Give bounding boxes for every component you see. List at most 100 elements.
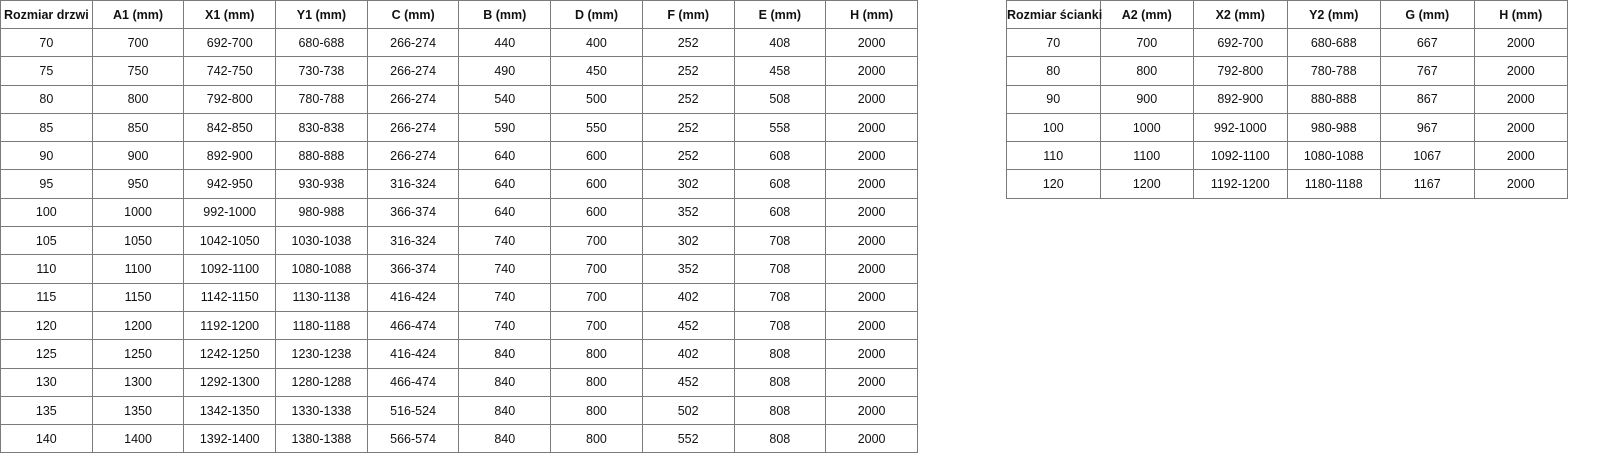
table-cell: 1330-1338: [275, 395, 368, 426]
table-cell: 302: [641, 226, 735, 256]
table-cell: 115: [0, 282, 93, 312]
table-cell: 640: [458, 169, 552, 199]
table-cell: 1192-1200: [1193, 169, 1288, 199]
table-cell: 252: [641, 112, 735, 143]
table-cell: 500: [550, 84, 643, 114]
table-cell: 366-374: [366, 254, 460, 284]
table-cell: 252: [641, 27, 735, 58]
table-row: 100 1000 992-1000 980-988 366-374 640 600 352 60…: [0, 197, 918, 228]
table-cell: 808: [733, 424, 827, 454]
table-cell: 680-688: [275, 27, 368, 58]
table-cell: 458: [733, 56, 827, 86]
table-cell: 740: [458, 254, 552, 284]
table-cell: 416-424: [366, 282, 460, 312]
table-cell: 1242-1250: [183, 339, 277, 369]
table-cell: 900: [1099, 84, 1194, 114]
table-cell: 110: [0, 254, 93, 284]
table-cell: 125: [0, 339, 93, 369]
table-cell: 80: [1006, 56, 1101, 86]
table-row: 90 900 892-900 880-888 266-274 640 600 252 608 20…: [0, 141, 918, 171]
table-cell: 1067: [1380, 141, 1475, 171]
table-cell: 1300: [91, 367, 185, 397]
table-cell: 2000: [825, 197, 918, 228]
table-cell: 880-888: [1286, 84, 1381, 114]
column-header: C (mm): [366, 0, 460, 29]
table-cell: 130: [0, 367, 93, 397]
table-cell: 600: [550, 141, 643, 171]
table-cell: 2000: [825, 56, 918, 86]
table-cell: 316-324: [366, 226, 460, 256]
table-cell: 808: [733, 395, 827, 426]
table-cell: 70: [0, 27, 93, 58]
column-header: Y1 (mm): [275, 0, 368, 29]
table-cell: 466-474: [366, 367, 460, 397]
table-cell: 352: [641, 197, 735, 228]
table-cell: 552: [641, 424, 735, 454]
table-cell: 700: [550, 282, 643, 312]
table-cell: 692-700: [183, 27, 277, 58]
table-row: 125 1250 1242-1250 1230-1238 416-424 840 800 40…: [0, 339, 918, 369]
table-cell: 1380-1388: [275, 424, 368, 454]
table-row: 70 700 692-700 680-688 667 2000: [1006, 27, 1568, 58]
table-cell: 440: [458, 27, 552, 58]
column-header: F (mm): [641, 0, 735, 29]
table-cell: 967: [1380, 112, 1475, 143]
table-cell: 352: [641, 254, 735, 284]
table-cell: 1000: [91, 197, 185, 228]
table-cell: 1042-1050: [183, 226, 277, 256]
table-cell: 558: [733, 112, 827, 143]
table-cell: 708: [733, 310, 827, 341]
table-cell: 640: [458, 197, 552, 228]
table-cell: 750: [91, 56, 185, 86]
table-cell: 830-838: [275, 112, 368, 143]
table-cell: 70: [1006, 27, 1101, 58]
table-cell: 808: [733, 339, 827, 369]
table-cell: 800: [550, 367, 643, 397]
column-header: X1 (mm): [183, 0, 277, 29]
table-cell: 110: [1006, 141, 1101, 171]
table-cell: 792-800: [1193, 56, 1288, 86]
column-header: B (mm): [458, 0, 552, 29]
table-cell: 1080-1088: [1286, 141, 1381, 171]
table-cell: 90: [1006, 84, 1101, 114]
table-cell: 600: [550, 169, 643, 199]
table-cell: 2000: [825, 27, 918, 58]
table-cell: 1192-1200: [183, 310, 277, 341]
table-cell: 640: [458, 141, 552, 171]
table-cell: 1142-1150: [183, 282, 277, 312]
table-cell: 992-1000: [1193, 112, 1288, 143]
door-dimensions-table: Rozmiar drzwi A1 (mm) X1 (mm) Y1 (mm) C (mm)…: [0, 0, 918, 454]
table-cell: 1400: [91, 424, 185, 454]
table-row: 90 900 892-900 880-888 867 2000: [1006, 84, 1568, 114]
table-cell: 740: [458, 282, 552, 312]
table-cell: 508: [733, 84, 827, 114]
table-row: 130 1300 1292-1300 1280-1288 466-474 840 800 45…: [0, 367, 918, 397]
column-header: H (mm): [825, 0, 918, 29]
table-cell: 266-274: [366, 27, 460, 58]
table-cell: 2000: [825, 424, 918, 454]
table-row: 120 1200 1192-1200 1180-1188 1167 2000: [1006, 169, 1568, 199]
table-cell: 1392-1400: [183, 424, 277, 454]
table-cell: 840: [458, 395, 552, 426]
table-row: 135 1350 1342-1350 1330-1338 516-524 840 800 50…: [0, 395, 918, 426]
table-cell: 105: [0, 226, 93, 256]
table-row: 95 950 942-950 930-938 316-324 640 600 302 608 20…: [0, 169, 918, 199]
table-cell: 1292-1300: [183, 367, 277, 397]
table-cell: 266-274: [366, 141, 460, 171]
table-cell: 692-700: [1193, 27, 1288, 58]
table-cell: 316-324: [366, 169, 460, 199]
table-cell: 2000: [1473, 27, 1568, 58]
table-row: 120 1200 1192-1200 1180-1188 466-474 740 700 45…: [0, 310, 918, 341]
table-cell: 892-900: [183, 141, 277, 171]
table-row: 115 1150 1142-1150 1130-1138 416-424 740 700 40…: [0, 282, 918, 312]
table-cell: 2000: [1473, 169, 1568, 199]
table-cell: 867: [1380, 84, 1475, 114]
table-cell: 708: [733, 226, 827, 256]
table-cell: 1350: [91, 395, 185, 426]
table-cell: 2000: [1473, 84, 1568, 114]
table-row: 140 1400 1392-1400 1380-1388 566-574 840 800 55…: [0, 424, 918, 454]
table-row: 105 1050 1042-1050 1030-1038 316-324 740 700 30…: [0, 226, 918, 256]
table-cell: 2000: [825, 339, 918, 369]
table-cell: 1030-1038: [275, 226, 368, 256]
table-cell: 600: [550, 197, 643, 228]
